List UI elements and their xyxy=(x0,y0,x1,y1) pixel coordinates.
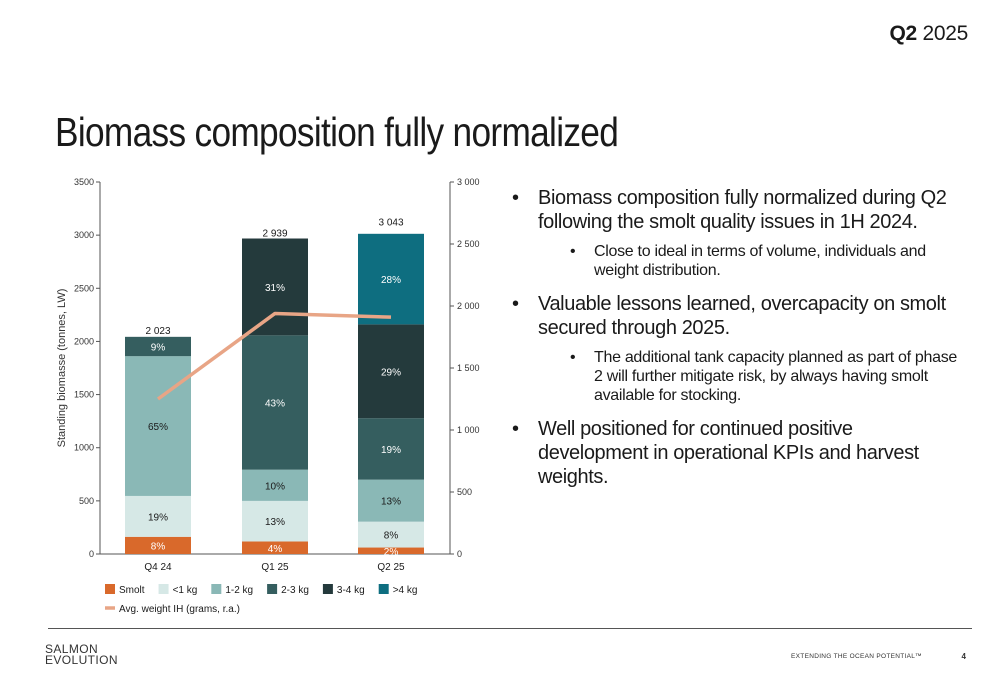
bullet-1: Biomass composition fully normalized dur… xyxy=(508,186,958,234)
company-logo: SALMON EVOLUTION xyxy=(45,642,118,667)
data-label: 8% xyxy=(151,541,166,552)
period-quarter: Q2 xyxy=(889,22,918,45)
page-number: 4 xyxy=(961,652,966,661)
data-label: 19% xyxy=(148,512,168,523)
y-axis-title-left: Standing biomasse (tonnes, LW) xyxy=(56,289,68,448)
bar-total-label: 2 023 xyxy=(145,326,170,337)
period-year: 2025 xyxy=(922,22,968,45)
avg-weight-line xyxy=(156,311,392,401)
sub-bullet-2: The additional tank capacity planned as … xyxy=(508,348,958,405)
bar-segment xyxy=(125,336,191,357)
bullet-3: Well positioned for continued positive d… xyxy=(508,417,958,489)
y-tick-label-left: 1000 xyxy=(74,443,94,453)
y-tick-label-right: 500 xyxy=(457,487,472,497)
legend-label: 1-2 kg xyxy=(225,585,253,596)
y-tick-label-right: 1 500 xyxy=(457,363,480,373)
y-tick-label-left: 2000 xyxy=(74,336,94,346)
bar-segment xyxy=(358,479,424,522)
legend-label: 3-4 kg xyxy=(337,585,365,596)
x-tick-label: Q4 24 xyxy=(144,562,172,573)
legend-swatch xyxy=(158,584,169,594)
bar-segment xyxy=(125,536,191,554)
bar-segment xyxy=(358,324,424,419)
legend-label: >4 kg xyxy=(393,585,418,596)
bar-segment xyxy=(242,500,308,542)
legend-swatch xyxy=(378,584,389,594)
legend-label: Avg. weight IH (grams, r.a.) xyxy=(119,604,240,615)
bar-segment xyxy=(358,418,424,480)
bar-segment xyxy=(242,238,308,336)
footer-divider xyxy=(48,628,972,629)
sub-bullet-1: Close to ideal in terms of volume, indiv… xyxy=(508,242,958,280)
y-tick-label-left: 0 xyxy=(89,549,94,559)
data-label: 13% xyxy=(265,517,285,528)
bar-segment xyxy=(125,495,191,537)
data-label: 9% xyxy=(151,343,166,354)
y-tick-label-right: 1 000 xyxy=(457,425,480,435)
y-tick-label-left: 2500 xyxy=(74,283,94,293)
y-tick-label-right: 2 000 xyxy=(457,301,480,311)
bar-segment xyxy=(358,547,424,554)
legend-swatch xyxy=(105,584,115,594)
bar-segment xyxy=(242,541,308,554)
legend-swatch xyxy=(322,584,333,594)
data-label: 10% xyxy=(265,481,285,492)
legend-label: <1 kg xyxy=(173,585,198,596)
data-label: 43% xyxy=(265,398,285,409)
y-tick-label-right: 2 500 xyxy=(457,239,480,249)
data-label: 19% xyxy=(381,445,401,456)
bar-segment xyxy=(125,356,191,496)
bullet-2: Valuable lessons learned, overcapacity o… xyxy=(508,292,958,340)
y-tick-label-left: 1500 xyxy=(74,390,94,400)
logo-line-1: SALMON xyxy=(45,642,99,656)
legend-label: Smolt xyxy=(119,585,145,596)
slide-title: Biomass composition fully normalized xyxy=(55,109,619,156)
data-label: 2% xyxy=(384,547,399,558)
x-tick-label: Q1 25 xyxy=(261,562,289,573)
x-tick-label: Q2 25 xyxy=(377,562,405,573)
bar-segment xyxy=(242,469,308,501)
y-tick-label-left: 3000 xyxy=(74,230,94,240)
bar-segment xyxy=(358,233,424,325)
bar-total-label: 2 939 xyxy=(262,229,287,240)
legend-swatch xyxy=(267,584,278,594)
report-period: Q2 2025 xyxy=(890,22,969,46)
footer-tagline: EXTENDING THE OCEAN POTENTIAL™ xyxy=(791,653,922,660)
data-label: 4% xyxy=(268,544,283,555)
bar-segment xyxy=(358,521,424,548)
legend-label: 2-3 kg xyxy=(281,585,309,596)
data-label: 65% xyxy=(148,422,168,433)
data-label: 28% xyxy=(381,275,401,286)
logo-line-2: EVOLUTION xyxy=(45,653,118,667)
legend-swatch xyxy=(211,584,222,594)
bar-total-label: 3 043 xyxy=(378,218,403,229)
data-label: 29% xyxy=(381,367,401,378)
data-label: 8% xyxy=(384,531,399,542)
bullet-list: Biomass composition fully normalized dur… xyxy=(508,186,958,501)
y-tick-label-right: 3 000 xyxy=(457,177,480,187)
data-label: 13% xyxy=(381,497,401,508)
data-label: 31% xyxy=(265,283,285,294)
y-tick-label-right: 0 xyxy=(457,549,462,559)
y-tick-label-left: 500 xyxy=(79,496,94,506)
bar-segment xyxy=(242,335,308,470)
y-tick-label-left: 3500 xyxy=(74,177,94,187)
